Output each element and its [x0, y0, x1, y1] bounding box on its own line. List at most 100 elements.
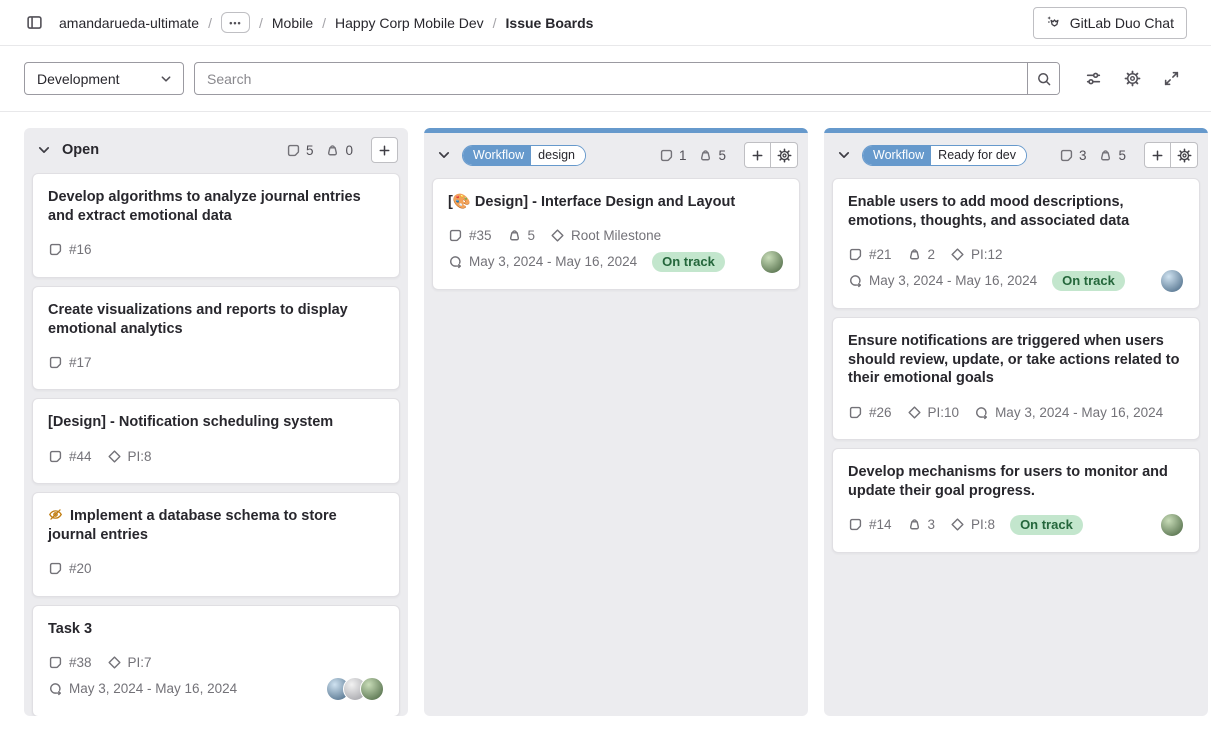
milestone: Root Milestone — [550, 228, 661, 243]
issue-card-title: Develop algorithms to analyze journal en… — [48, 189, 361, 224]
milestone-icon — [907, 405, 922, 420]
issue-icon — [48, 355, 63, 370]
add-issue-button[interactable] — [744, 142, 771, 168]
iteration-icon — [448, 254, 463, 269]
board-search — [194, 62, 1060, 95]
chevron-down-icon — [36, 142, 52, 158]
gear-icon — [1177, 148, 1192, 163]
collapse-column-button[interactable] — [34, 140, 54, 160]
issue-icon — [448, 228, 463, 243]
avatar[interactable] — [1160, 268, 1184, 293]
issue-id-text: #20 — [69, 561, 92, 577]
issue-icon — [48, 561, 63, 576]
weight-value: 2 — [907, 247, 935, 262]
issue-id: #44 — [48, 449, 92, 464]
breadcrumb-group-link[interactable]: Mobile — [271, 14, 314, 31]
weight-icon — [907, 517, 922, 532]
issue-card[interactable]: Develop mechanisms for users to monitor … — [832, 448, 1200, 553]
issue-card[interactable]: Create visualizations and reports to dis… — [32, 285, 400, 391]
card-list: [🎨 Design] - Interface Design and Layout… — [424, 176, 808, 298]
milestone-icon — [107, 655, 122, 670]
column-header: Workflow design 1 5 — [424, 133, 808, 176]
avatar[interactable] — [760, 249, 784, 274]
issue-icon — [848, 405, 863, 420]
issue-card[interactable]: Implement a database schema to store jou… — [32, 492, 400, 597]
column-accent-bar — [424, 128, 808, 133]
breadcrumb-project-link-2[interactable]: Happy Corp Mobile Dev — [335, 14, 484, 31]
sliders-icon — [1085, 70, 1102, 87]
weight-count-value: 0 — [345, 142, 353, 158]
board-toolbar: Development — [0, 46, 1211, 112]
board: Open 5 0 Develop algorithms to analyze jour… — [0, 112, 1211, 732]
issue-card-title: [🎨 Design] - Interface Design and Layout — [448, 194, 736, 210]
issue-meta-row: May 3, 2024 - May 16, 2024 — [48, 676, 384, 701]
issue-id: #35 — [448, 228, 492, 243]
collapse-column-button[interactable] — [434, 145, 454, 165]
sidebar-toggle-button[interactable] — [22, 10, 47, 35]
gear-icon — [1124, 70, 1141, 87]
plus-icon — [377, 143, 392, 158]
search-input[interactable] — [195, 63, 1027, 94]
board-column-workflow-design: Workflow design 1 5 [🎨 Design] - Interface D… — [424, 128, 808, 716]
filter-settings-button[interactable] — [1078, 63, 1109, 94]
milestone-text: PI:10 — [927, 404, 960, 420]
gitlab-duo-chat-button[interactable]: GitLab Duo Chat — [1032, 6, 1187, 39]
column-settings-button[interactable] — [1171, 142, 1198, 168]
add-issue-button[interactable] — [1144, 142, 1171, 168]
column-issue-count: 5 — [286, 143, 313, 158]
fullscreen-button[interactable] — [1156, 63, 1187, 94]
weight-value-text: 3 — [927, 517, 936, 533]
board-switcher-dropdown[interactable]: Development — [24, 62, 184, 95]
assignee-avatars — [1160, 512, 1184, 537]
weight-value: 3 — [907, 517, 936, 533]
issue-card[interactable]: Develop algorithms to analyze journal en… — [32, 173, 400, 278]
issue-card[interactable]: [Design] - Notification scheduling syste… — [32, 398, 400, 485]
board-column-workflow-ready-for-dev: Workflow Ready for dev 3 5 Enable users to a… — [824, 128, 1208, 716]
iteration-dates: May 3, 2024 - May 16, 2024 — [974, 405, 1163, 420]
weight-icon — [698, 148, 713, 163]
issue-card[interactable]: Task 3 #38 PI:7 May 3, 2024 - May 16, 2024 — [32, 604, 400, 716]
issue-id: #17 — [48, 355, 92, 370]
avatar[interactable] — [1160, 512, 1184, 537]
label-value: Ready for dev — [931, 145, 1026, 165]
column-actions — [1144, 142, 1198, 168]
status-badge: On track — [1052, 270, 1125, 291]
toolbar-actions — [1078, 63, 1187, 94]
issue-card[interactable]: [🎨 Design] - Interface Design and Layout… — [432, 178, 800, 290]
milestone-text: Root Milestone — [571, 228, 662, 244]
add-issue-button[interactable] — [371, 137, 398, 163]
search-button[interactable] — [1027, 63, 1059, 94]
issue-card[interactable]: Ensure notifications are triggered when … — [832, 316, 1200, 441]
milestone: PI:10 — [907, 404, 960, 420]
issue-meta-row: #20 — [48, 557, 384, 581]
column-weight-count: 0 — [325, 143, 353, 158]
milestone-text: PI:12 — [971, 247, 1003, 263]
board-column-open: Open 5 0 Develop algorithms to analyze jour… — [24, 128, 408, 716]
breadcrumb-project-link[interactable]: amandarueda-ultimate — [59, 14, 200, 31]
breadcrumb-ellipsis-button[interactable]: ••• — [220, 12, 250, 33]
issue-card[interactable]: Enable users to add mood descriptions, e… — [832, 178, 1200, 309]
breadcrumb: amandarueda-ultimate / ••• / Mobile / Ha… — [59, 12, 593, 33]
scoped-label[interactable]: Workflow Ready for dev — [862, 144, 1027, 166]
milestone: PI:8 — [950, 517, 995, 532]
plus-icon — [1150, 148, 1165, 163]
column-settings-button[interactable] — [771, 142, 798, 168]
weight-icon — [1098, 148, 1113, 163]
issue-count-value: 1 — [678, 147, 687, 163]
weight-count-value: 5 — [718, 147, 726, 163]
issue-meta-row: #16 — [48, 238, 384, 262]
issue-id: #16 — [48, 242, 92, 257]
breadcrumb-separator: / — [492, 14, 497, 31]
search-icon — [1036, 71, 1052, 87]
issue-card-title: Implement a database schema to store jou… — [48, 507, 337, 544]
column-issue-count: 1 — [659, 147, 687, 163]
confidential-icon — [48, 507, 63, 522]
milestone-text: PI:7 — [127, 655, 152, 671]
issue-id-text: #16 — [69, 242, 92, 258]
board-config-button[interactable] — [1117, 63, 1148, 94]
issue-card-title: Create visualizations and reports to dis… — [48, 301, 348, 337]
scoped-label[interactable]: Workflow design — [462, 144, 587, 166]
collapse-column-button[interactable] — [834, 145, 854, 165]
avatar[interactable] — [360, 676, 384, 701]
plus-icon — [750, 148, 765, 163]
